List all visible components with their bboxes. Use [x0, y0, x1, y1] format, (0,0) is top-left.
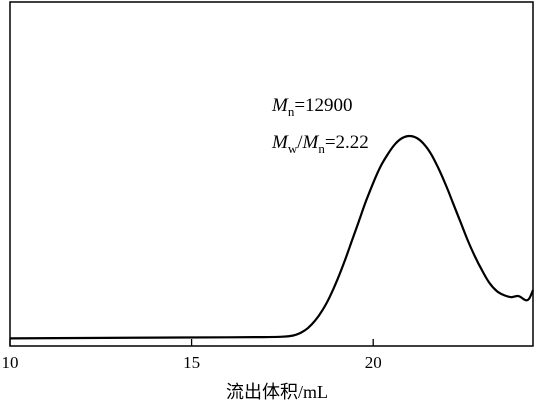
- x-axis-tick-labels: 10 15 20: [2, 353, 382, 372]
- series-line: [9, 134, 535, 340]
- pdi-annotation: Mw/Mn=2.22: [271, 132, 369, 156]
- x-tick-label-20: 20: [365, 353, 382, 372]
- x-axis-label: 流出体积/mL: [226, 382, 328, 402]
- mn-annotation: Mn=12900: [271, 95, 353, 119]
- plot-frame: [9, 1, 534, 347]
- x-axis-ticks: [9, 339, 374, 346]
- x-tick-label-15: 15: [183, 353, 200, 372]
- x-tick-label-10: 10: [2, 353, 19, 372]
